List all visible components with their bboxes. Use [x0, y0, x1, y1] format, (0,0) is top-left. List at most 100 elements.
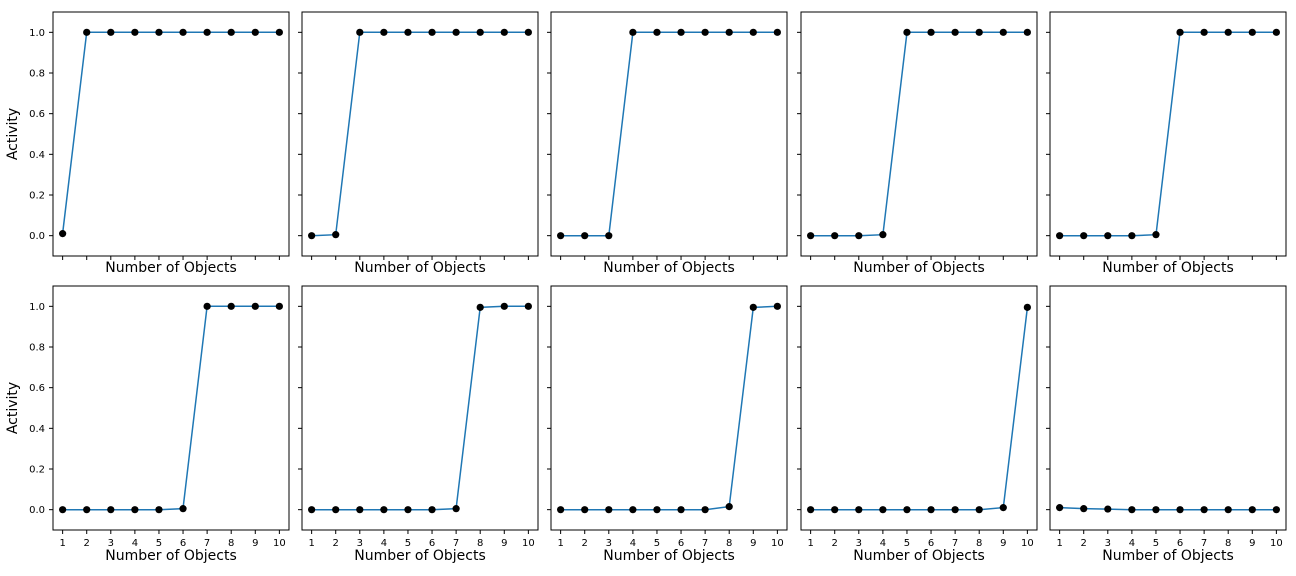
- data-point: [179, 28, 187, 36]
- axes-frame: [52, 285, 290, 531]
- data-point: [951, 28, 959, 36]
- data-point: [356, 28, 364, 36]
- x-axis-label: Number of Objects: [354, 260, 486, 276]
- data-point: [653, 28, 661, 36]
- series-line: [810, 31, 1028, 237]
- x-tick-label: 6: [429, 538, 435, 549]
- x-tick-label: 1: [557, 538, 563, 549]
- y-tick-label: 0.2: [29, 191, 45, 202]
- data-point: [653, 506, 661, 514]
- x-tick-label: 7: [1201, 538, 1207, 549]
- series-line: [62, 305, 280, 511]
- data-point: [677, 28, 685, 36]
- x-tick-label: 9: [252, 538, 258, 549]
- x-tick-label: 2: [333, 538, 339, 549]
- data-point: [251, 28, 259, 36]
- subplot-5: Number of Objects: [1046, 11, 1287, 276]
- subplot-7: 1 2 3 4 5 6 7 8 9 10 Number of Objects: [298, 285, 539, 564]
- data-point: [131, 506, 139, 514]
- data-point: [1104, 505, 1112, 513]
- x-tick-label: 3: [606, 538, 612, 549]
- x-tick-label: 1: [308, 538, 314, 549]
- data-point: [1272, 506, 1280, 514]
- axes-frame: [52, 11, 290, 257]
- x-tick-label: 6: [678, 538, 684, 549]
- x-tick-label: 5: [405, 538, 411, 549]
- data-point: [1023, 28, 1031, 36]
- data-point: [428, 506, 436, 514]
- data-point: [83, 28, 91, 36]
- data-point: [927, 28, 935, 36]
- x-tick-label: 4: [630, 538, 636, 549]
- y-tick-label: 0.8: [29, 69, 45, 80]
- data-point: [749, 28, 757, 36]
- data-point: [927, 506, 935, 514]
- data-point: [131, 28, 139, 36]
- x-tick-label: 7: [453, 538, 459, 549]
- data-point: [1176, 28, 1184, 36]
- data-point: [701, 28, 709, 36]
- x-tick-label: 5: [156, 538, 162, 549]
- data-point: [83, 506, 91, 514]
- data-point: [975, 28, 983, 36]
- x-tick-label: 10: [771, 538, 784, 549]
- subplot-3: Number of Objects: [547, 11, 788, 276]
- subplot-10: 1 2 3 4 5 6 7 8 9 10 Number of Objects: [1046, 285, 1287, 564]
- data-point: [807, 232, 815, 240]
- data-point: [356, 506, 364, 514]
- data-point: [773, 302, 781, 310]
- data-point: [629, 28, 637, 36]
- data-point: [1224, 28, 1232, 36]
- x-tick-label: 2: [84, 538, 90, 549]
- x-tick-label: 4: [1129, 538, 1135, 549]
- series-line: [810, 307, 1029, 511]
- data-point: [725, 28, 733, 36]
- data-point: [1023, 303, 1031, 311]
- data-point: [59, 506, 67, 514]
- x-tick-label: 9: [501, 538, 507, 549]
- data-point: [831, 232, 839, 240]
- axes-frame: [301, 11, 539, 257]
- data-point: [179, 505, 187, 513]
- axes-frame: [550, 11, 788, 257]
- data-point: [1056, 504, 1064, 512]
- x-tick-label: 3: [1105, 538, 1111, 549]
- y-tick-label: 0.6: [29, 109, 45, 120]
- data-point: [59, 230, 67, 238]
- x-tick-label: 7: [702, 538, 708, 549]
- x-axis-label: Number of Objects: [853, 260, 985, 276]
- data-point: [1200, 506, 1208, 514]
- data-point: [404, 28, 412, 36]
- x-tick-label: 5: [904, 538, 910, 549]
- data-point: [1224, 506, 1232, 514]
- x-tick-label: 8: [976, 538, 982, 549]
- data-point: [275, 28, 283, 36]
- x-tick-label: 8: [477, 538, 483, 549]
- subplot-1: 0.0 0.2 0.4 0.6 0.8 1.0 Number of Objects Activ…: [5, 11, 290, 276]
- data-point: [476, 28, 484, 36]
- y-tick-label: 1.0: [29, 302, 45, 313]
- data-point: [203, 302, 211, 310]
- data-point: [773, 28, 781, 36]
- data-point: [1104, 232, 1112, 240]
- data-point: [951, 506, 959, 514]
- data-point: [1152, 231, 1160, 239]
- x-axis-label: Number of Objects: [354, 548, 486, 564]
- data-point: [749, 303, 757, 311]
- x-tick-label: 8: [1225, 538, 1231, 549]
- x-axis-label: Number of Objects: [603, 548, 735, 564]
- x-tick-label: 6: [180, 538, 186, 549]
- data-point: [1080, 232, 1088, 240]
- x-tick-label: 10: [273, 538, 286, 549]
- data-point: [404, 506, 412, 514]
- x-tick-label: 10: [522, 538, 535, 549]
- series-line: [311, 305, 529, 511]
- x-tick-label: 2: [582, 538, 588, 549]
- data-point: [855, 506, 863, 514]
- data-point: [308, 506, 316, 514]
- x-axis-label: Number of Objects: [853, 548, 985, 564]
- y-tick-label: 0.4: [29, 150, 45, 161]
- x-tick-label: 8: [228, 538, 234, 549]
- data-point: [1176, 506, 1184, 514]
- series-line: [311, 31, 529, 237]
